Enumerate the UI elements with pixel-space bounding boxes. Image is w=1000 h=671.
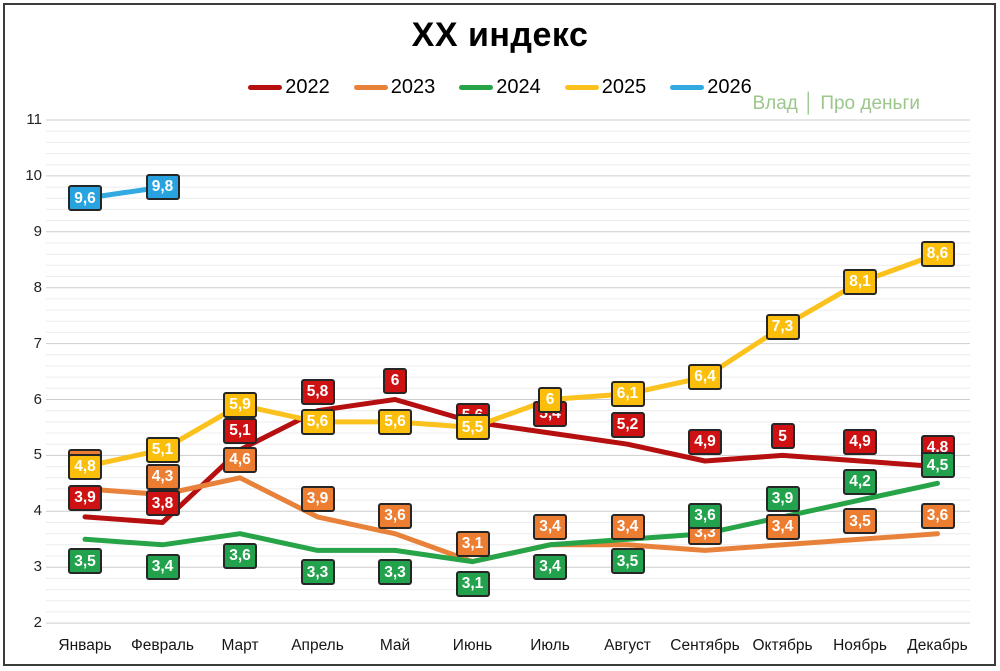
- legend-swatch-icon: [670, 84, 705, 90]
- x-axis-tick-label: Июль: [530, 637, 570, 654]
- x-axis-tick-label: Февраль: [131, 637, 194, 654]
- data-point-label-2025: 5,5: [455, 414, 490, 441]
- data-point-label-2024: 3,4: [533, 553, 567, 580]
- data-point-label-2023: 3,6: [378, 502, 412, 529]
- data-point-label-2023: 3,4: [765, 513, 800, 540]
- data-point-label-2024: 3,6: [688, 502, 722, 529]
- legend-item-2024: 2024: [459, 76, 541, 99]
- x-axis-tick-label: Апрель: [291, 637, 344, 654]
- data-point-label-2022: 6: [383, 367, 407, 394]
- chart-title: ХХ индекс: [411, 16, 589, 54]
- y-axis-tick-label: 2: [33, 614, 42, 632]
- data-point-label-2022: 5,1: [223, 417, 257, 444]
- legend-label: 2024: [496, 75, 541, 98]
- data-point-label-2022: 4,8: [920, 434, 955, 461]
- data-point-label-2023: 3,9: [300, 485, 335, 512]
- data-point-label-2024: 3,6: [223, 542, 257, 569]
- data-point-label-2025: 5,6: [300, 408, 335, 435]
- y-axis-tick-label: 9: [33, 222, 42, 240]
- data-point-label-2024: 3,4: [145, 553, 180, 580]
- data-point-label-2025: 7,3: [765, 313, 800, 340]
- legend-swatch-icon: [564, 84, 599, 90]
- data-point-label-2024: 3,5: [68, 548, 102, 575]
- data-point-label-2025: 6,4: [688, 364, 722, 391]
- data-point-label-2024: 4,5: [920, 452, 955, 479]
- legend-swatch-icon: [248, 84, 283, 90]
- data-point-label-2025: 5,9: [223, 392, 257, 419]
- legend-label: 2025: [601, 75, 647, 98]
- data-point-label-2023: 3,4: [533, 513, 567, 540]
- data-point-label-2023: 4,6: [223, 446, 257, 473]
- y-axis-tick-label: 10: [25, 166, 42, 184]
- y-axis-tick-label: 7: [33, 334, 42, 352]
- legend-label: 2023: [390, 75, 436, 98]
- data-point-label-2024: 4,2: [843, 469, 877, 496]
- legend-swatch-icon: [459, 84, 494, 90]
- data-point-label-2023: 3,4: [610, 513, 645, 540]
- legend-label: 2026: [707, 75, 752, 98]
- data-point-label-2022: 3,9: [68, 484, 102, 511]
- x-axis-tick-label: Ноябрь: [833, 637, 887, 654]
- data-point-label-2025: 6: [538, 386, 562, 413]
- data-point-label-2026: 9,8: [145, 174, 180, 201]
- x-axis-tick-label: Сентябрь: [670, 637, 740, 654]
- data-point-label-2025: 8,1: [843, 269, 877, 296]
- data-point-label-2022: 5: [770, 423, 795, 450]
- data-point-label-2024: 3,3: [300, 559, 335, 586]
- y-axis-tick-label: 3: [33, 558, 42, 576]
- data-point-label-2024: 3,9: [765, 485, 800, 512]
- data-point-label-2022: 5,8: [300, 378, 335, 405]
- data-point-label-2022: 5,2: [610, 412, 645, 439]
- legend: 2022 2023 2024 2025 2026: [0, 74, 1000, 100]
- watermark: Влад │ Про деньги: [752, 93, 920, 114]
- legend-swatch-icon: [353, 84, 388, 90]
- x-axis-tick-label: Октябрь: [752, 637, 813, 654]
- data-point-label-2026: 9,6: [68, 185, 102, 212]
- y-axis-tick-label: 6: [33, 390, 42, 408]
- x-axis-tick-label: Июнь: [452, 637, 493, 654]
- data-point-label-2025: 5,6: [378, 408, 412, 435]
- series-line-2023: [82, 475, 940, 565]
- data-point-label-2025: 8,6: [920, 241, 955, 268]
- data-point-label-2022: 4,9: [843, 428, 877, 455]
- data-point-label-2024: 3,1: [455, 570, 490, 597]
- x-axis-tick-label: Май: [379, 637, 411, 654]
- x-axis-tick-label: Март: [221, 637, 259, 654]
- legend-item-2022: 2022: [248, 76, 330, 99]
- data-point-label-2023: 3,5: [843, 508, 877, 535]
- y-axis-tick-label: 8: [33, 278, 42, 296]
- legend-item-2023: 2023: [353, 75, 436, 99]
- data-point-label-2022: 4,9: [688, 428, 722, 455]
- y-axis-tick-label: 5: [33, 446, 42, 464]
- data-point-label-2025: 6,1: [610, 380, 645, 407]
- data-point-label-2024: 3,5: [610, 548, 645, 575]
- data-point-label-2023: 3,6: [920, 502, 955, 529]
- legend-item-2025: 2025: [564, 75, 647, 99]
- data-point-label-2023: 4,3: [145, 463, 180, 490]
- series-line-2025: [82, 251, 940, 470]
- legend-label: 2022: [285, 75, 330, 98]
- x-axis-tick-label: Январь: [58, 637, 112, 654]
- data-point-label-2022: 3,8: [145, 490, 180, 517]
- legend-item-2026: 2026: [670, 76, 752, 99]
- y-axis-tick-label: 4: [33, 502, 42, 520]
- x-axis-tick-label: Декабрь: [907, 637, 968, 654]
- y-axis-tick-label: 11: [26, 111, 42, 128]
- data-point-label-2025: 5,1: [145, 436, 180, 463]
- data-point-label-2023: 3,1: [455, 530, 490, 557]
- data-point-label-2024: 3,3: [378, 559, 412, 586]
- x-axis-tick-label: Август: [604, 637, 651, 654]
- data-point-label-2025: 4,8: [68, 453, 102, 480]
